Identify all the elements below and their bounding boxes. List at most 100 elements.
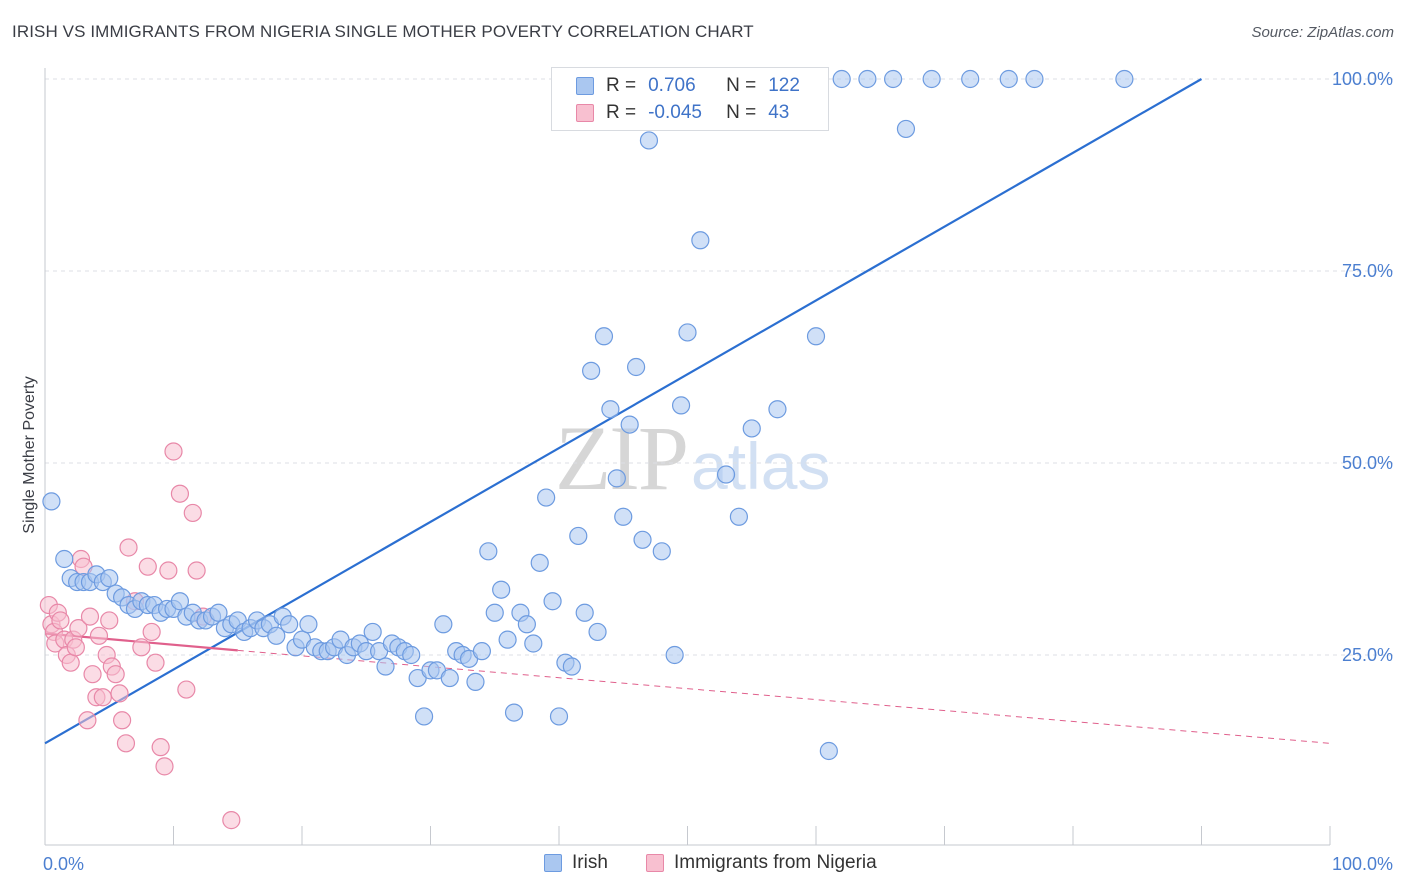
irish-point [652,542,671,561]
irish-point [376,657,395,676]
irish-point [498,630,517,649]
legend-row-nigeria: R = -0.045 N = 43 [576,100,789,126]
irish-trend-line [44,78,1203,745]
nigeria-point [51,611,70,630]
legend-r-label: R = [606,102,637,123]
legend-r-value: -0.045 [648,102,702,123]
irish-point [209,603,228,622]
irish-point [1115,69,1134,89]
nigeria-point [142,622,161,642]
irish-point [485,603,504,622]
irish-point [858,69,877,89]
irish-point [569,526,588,546]
legend-swatch-nigeria [576,104,594,122]
y-tick-label: 50.0% [1342,453,1393,473]
nigeria-point [106,665,125,684]
nigeria-points [39,442,241,830]
irish-point [537,488,556,507]
irish-point [414,707,434,726]
irish-point [665,645,684,665]
nigeria-point [164,442,183,461]
nigeria-point [69,619,88,638]
irish-point [716,465,736,484]
source-label: Source: ZipAtlas.com [1251,24,1394,41]
irish-point [466,672,485,691]
irish-point [614,507,633,526]
nigeria-point [66,638,85,657]
chart-title: IRISH VS IMMIGRANTS FROM NIGERIA SINGLE … [12,22,754,41]
irish-point [434,615,453,634]
irish-point [582,361,601,380]
irish-point [961,69,980,89]
nigeria-point [177,680,196,699]
irish-point [588,622,607,642]
irish-point [472,642,491,661]
irish-point [170,592,190,611]
nigeria-point [183,503,202,523]
irish-point [639,131,659,150]
nigeria-point [146,653,165,672]
nigeria-point [151,738,170,757]
irish-point [267,626,286,645]
series-legend: Irish Immigrants from Nigeria [0,852,1406,876]
series-legend-irish[interactable]: Irish [544,852,608,874]
series-label-nigeria: Immigrants from Nigeria [674,852,877,873]
nigeria-point [132,638,151,657]
irish-point [549,707,569,726]
legend-swatch-irish [576,77,594,95]
nigeria-point [100,611,119,630]
irish-point [440,668,459,688]
tick-labels: 25.0% 50.0% 75.0% 100.0% 0.0% 100.0% [43,69,1393,874]
legend-r-value: 0.706 [648,75,696,96]
irish-point [607,469,626,488]
irish-point [402,645,421,665]
legend-n-label: N = [726,75,757,96]
x-tick-label: 100.0% [1332,854,1393,874]
y-tick-label: 75.0% [1342,261,1393,281]
irish-point [691,231,710,250]
nigeria-trend-extension [237,649,1331,744]
irish-point [896,119,916,139]
irish-point [479,542,498,561]
irish-point [524,634,543,653]
nigeria-point [138,557,157,576]
irish-point [671,396,691,415]
nigeria-point [93,688,112,707]
y-tick-label: 25.0% [1342,645,1393,665]
irish-point [363,622,382,642]
y-tick-label: 100.0% [1332,69,1393,89]
series-swatch-nigeria [646,854,664,872]
correlation-legend: R = 0.706 N = 122 R = -0.045 N = 43 [551,67,829,131]
legend-n-label: N = [726,102,757,123]
nigeria-point [116,734,136,753]
grid-lines [45,78,1395,656]
irish-points [42,69,1134,761]
irish-point [729,507,749,526]
series-legend-nigeria[interactable]: Immigrants from Nigeria [646,852,877,874]
nigeria-point [187,561,206,580]
irish-point [280,615,299,634]
irish-point [883,69,903,89]
irish-point [806,327,826,346]
irish-point [492,580,511,599]
nigeria-point [78,711,97,730]
irish-point [633,530,652,549]
watermark-atlas: atlas [691,429,831,503]
nigeria-point [222,811,241,830]
series-swatch-irish [544,854,562,872]
legend-n-value: 43 [768,102,790,123]
irish-point [42,492,61,511]
irish-point [562,657,581,676]
legend-r-label: R = [606,75,637,96]
nigeria-point [155,757,174,776]
irish-point [517,615,536,634]
nigeria-point [119,538,138,557]
irish-point [100,569,119,588]
irish-point [620,415,639,434]
nigeria-point [110,684,129,703]
irish-point [543,592,562,611]
irish-point [299,615,318,634]
irish-point [55,549,74,569]
irish-point [922,69,941,89]
